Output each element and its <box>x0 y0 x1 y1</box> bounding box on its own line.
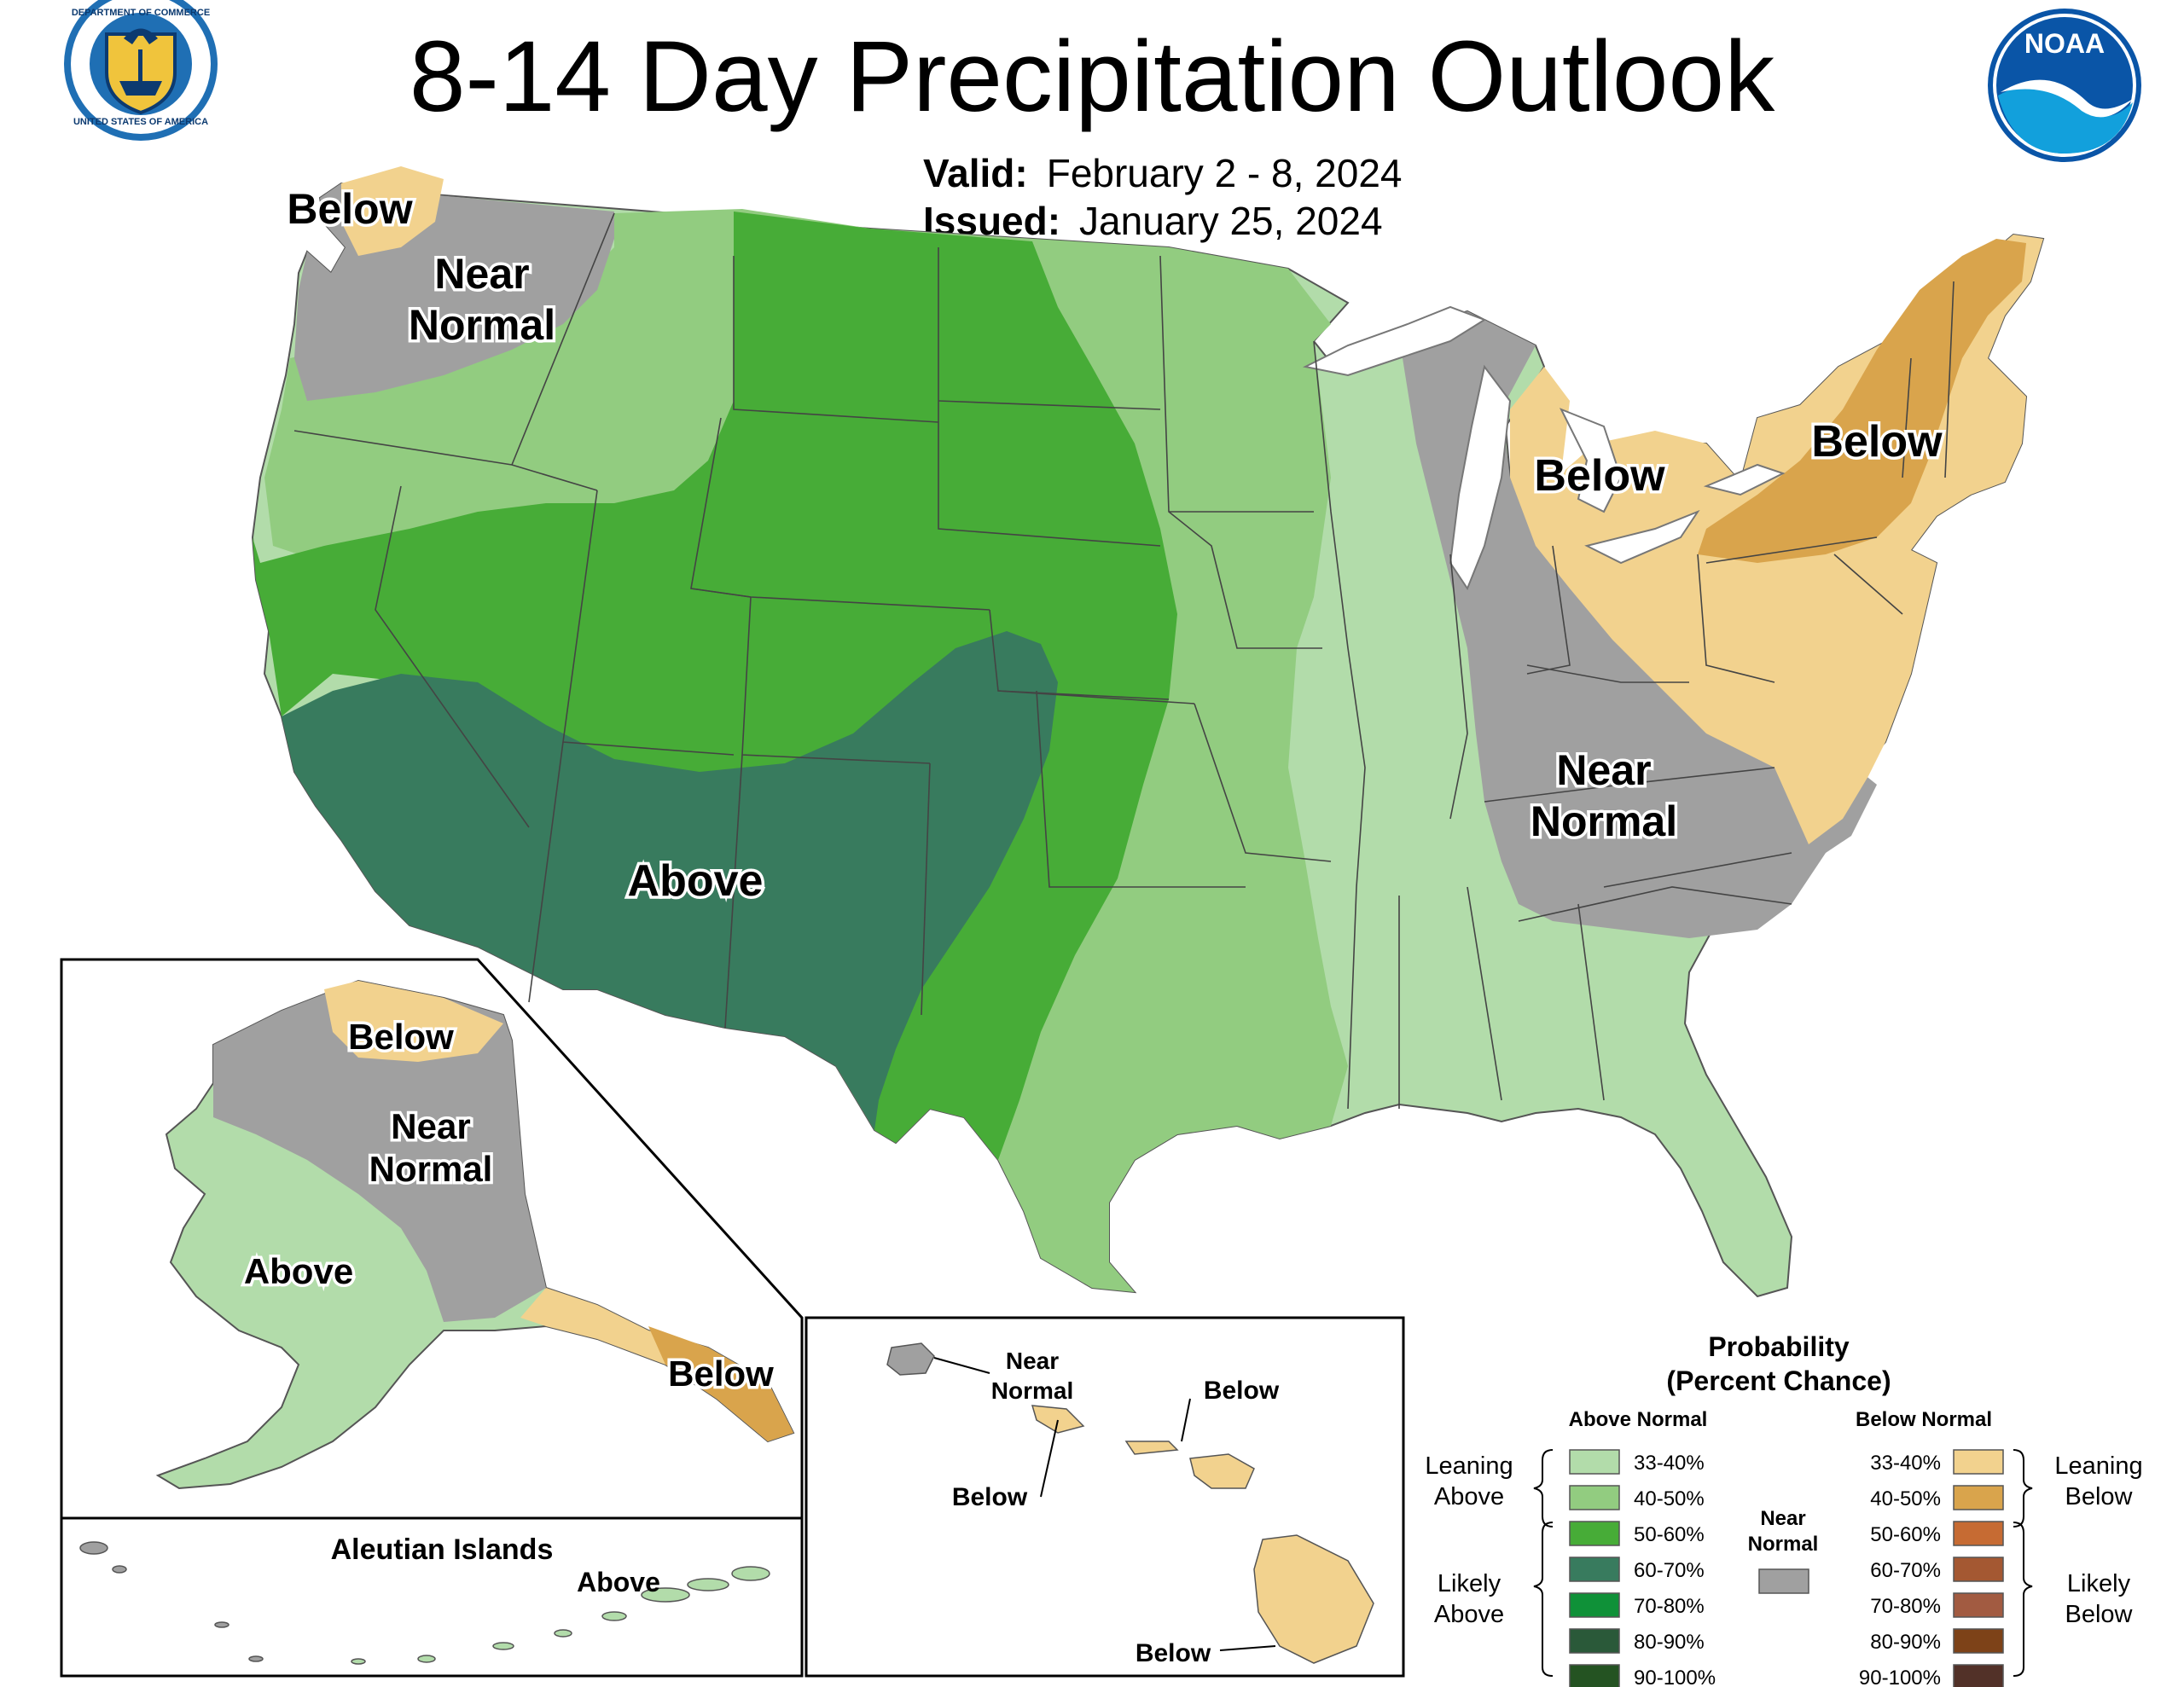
legend-near-1: Near <box>1760 1507 1805 1530</box>
legend-above-label-6: 90-100% <box>1634 1667 1716 1687</box>
seal-text-top: DEPARTMENT OF COMMERCE <box>72 8 210 18</box>
legend-below-swatch-0 <box>1953 1449 2004 1475</box>
legend-above-label-3: 60-70% <box>1634 1559 1705 1582</box>
state-boundaries <box>293 212 1955 1110</box>
label-northeast-below: Below <box>1811 417 1943 467</box>
alaska-near-normal-region <box>213 981 546 1322</box>
noaa-text: NOAA <box>2024 28 2105 59</box>
legend-leaning-above-1: Leaning <box>1425 1452 1513 1480</box>
legend-near-normal-swatch <box>1758 1568 1809 1594</box>
label-hi-below-big-island: Below <box>1136 1639 1211 1667</box>
legend-below-label-6: 90-100% <box>1859 1667 1941 1687</box>
lake-superior <box>1302 305 1487 377</box>
leaning-below-northwest-region <box>341 166 444 256</box>
valid-label: Valid: <box>923 151 1028 195</box>
legend-likely-below-2: Below <box>2065 1601 2134 1628</box>
valid-value: February 2 - 8, 2024 <box>1046 151 1403 195</box>
label-ak-below-north: Below <box>348 1017 454 1057</box>
legend-below-label-3: 60-70% <box>1870 1559 1941 1582</box>
legend: Probability (Percent Chance) Above Norma… <box>1425 1331 2143 1687</box>
label-ak-below-se: Below <box>668 1354 774 1394</box>
label-hi-below-maui: Below <box>1204 1377 1280 1405</box>
issued-value: January 25, 2024 <box>1079 199 1383 243</box>
legend-title-1: Probability <box>1708 1331 1850 1362</box>
label-great-lakes-below: Below <box>1534 451 1665 501</box>
legend-leaning-below-1: Leaning <box>2054 1452 2142 1480</box>
aleutian-inset: Aleutian Islands Above <box>60 1516 804 1678</box>
lake-ontario <box>1703 463 1786 496</box>
label-hi-normal: Normal <box>991 1377 1073 1404</box>
conus-map <box>251 166 2045 1298</box>
legend-above-swatch-2 <box>1569 1521 1620 1546</box>
legend-above-label-5: 80-90% <box>1634 1631 1705 1654</box>
legend-below-swatch-1 <box>1953 1485 2004 1510</box>
hawaii-inset: Near Normal Below Below Below <box>804 1316 1405 1678</box>
big-island <box>1253 1534 1374 1664</box>
label-nw-near: Near <box>434 250 529 298</box>
near-normal-southeast-region <box>1399 311 1877 938</box>
legend-below-swatch-6 <box>1953 1664 2004 1687</box>
lake-erie <box>1584 509 1700 565</box>
label-se-normal: Normal <box>1531 797 1677 845</box>
legend-leaning-above-2: Above <box>1434 1483 1504 1510</box>
oahu-island <box>1031 1405 1085 1434</box>
legend-likely-below-1: Likely <box>2067 1570 2131 1597</box>
legend-near-2: Normal <box>1748 1533 1819 1556</box>
legend-below-swatch-3 <box>1953 1557 2004 1582</box>
maui-island <box>1189 1453 1255 1489</box>
legend-above-swatch-1 <box>1569 1485 1620 1510</box>
valid-dates: Valid: February 2 - 8, 2024 <box>923 149 1403 197</box>
legend-above-swatch-4 <box>1569 1592 1620 1618</box>
commerce-seal-icon: DEPARTMENT OF COMMERCE UNITED STATES OF … <box>64 0 218 141</box>
label-se-near: Near <box>1556 746 1651 794</box>
legend-title-2: (Percent Chance) <box>1666 1365 1891 1396</box>
legend-above-header: Above Normal <box>1569 1408 1708 1431</box>
lake-huron <box>1559 408 1623 513</box>
label-sw-above: Above <box>628 856 764 906</box>
legend-below-swatches: 33-40% 40-50% 50-60% 60-70% 70-80% 80-90% 90-1… <box>1859 1449 2004 1687</box>
legend-below-label-5: 80-90% <box>1870 1631 1941 1654</box>
legend-leaning-below-2: Below <box>2065 1483 2134 1510</box>
seal-text-bottom: UNITED STATES OF AMERICA <box>73 117 208 127</box>
label-ak-near: Near <box>391 1106 470 1146</box>
legend-below-swatch-4 <box>1953 1592 2004 1618</box>
legend-below-header: Below Normal <box>1856 1408 1992 1431</box>
legend-below-swatch-5 <box>1953 1628 2004 1654</box>
alaska-panhandle-40-50-region <box>648 1326 793 1441</box>
label-ak-above: Above <box>244 1251 353 1291</box>
legend-above-swatch-3 <box>1569 1557 1620 1582</box>
label-nw-below: Below <box>287 185 412 233</box>
legend-above-swatch-6 <box>1569 1664 1620 1687</box>
molokai-island <box>1124 1441 1179 1455</box>
label-aleutian-above: Above <box>577 1567 660 1597</box>
legend-below-swatch-2 <box>1953 1521 2004 1546</box>
legend-below-label-1: 40-50% <box>1870 1487 1941 1510</box>
legend-above-label-4: 70-80% <box>1634 1595 1705 1618</box>
legend-above-label-1: 40-50% <box>1634 1487 1705 1510</box>
label-nw-normal: Normal <box>409 301 555 349</box>
legend-below-label-0: 33-40% <box>1870 1452 1941 1475</box>
map-title: 8-14 Day Precipitation Outlook <box>409 20 1775 133</box>
aleutian-title: Aleutian Islands <box>331 1533 554 1566</box>
legend-below-label-4: 70-80% <box>1870 1595 1941 1618</box>
likely-above-60-70-region <box>282 631 1058 1130</box>
label-ak-normal: Normal <box>369 1149 493 1189</box>
legend-likely-above-1: Likely <box>1438 1570 1502 1597</box>
legend-above-label-2: 50-60% <box>1634 1523 1705 1546</box>
alaska-inset: Below Near Normal Above Below <box>60 958 804 1520</box>
legend-above-swatch-5 <box>1569 1628 1620 1654</box>
leaning-below-40-50-northeast-region <box>1698 239 2026 563</box>
noaa-logo-icon: NOAA <box>1988 9 2141 162</box>
kauai-island <box>886 1342 935 1376</box>
alaska-north-below-region <box>324 981 503 1062</box>
legend-above-swatch-0 <box>1569 1449 1620 1475</box>
lake-michigan <box>1449 364 1512 591</box>
legend-likely-above-2: Above <box>1434 1601 1504 1628</box>
legend-below-label-2: 50-60% <box>1870 1523 1941 1546</box>
legend-above-swatches: 33-40% 40-50% 50-60% 60-70% 70-80% 80-90% 90-1… <box>1569 1449 1716 1687</box>
legend-above-label-0: 33-40% <box>1634 1452 1705 1475</box>
label-hi-near: Near <box>1006 1348 1059 1374</box>
label-hi-below-oahu: Below <box>952 1483 1028 1511</box>
